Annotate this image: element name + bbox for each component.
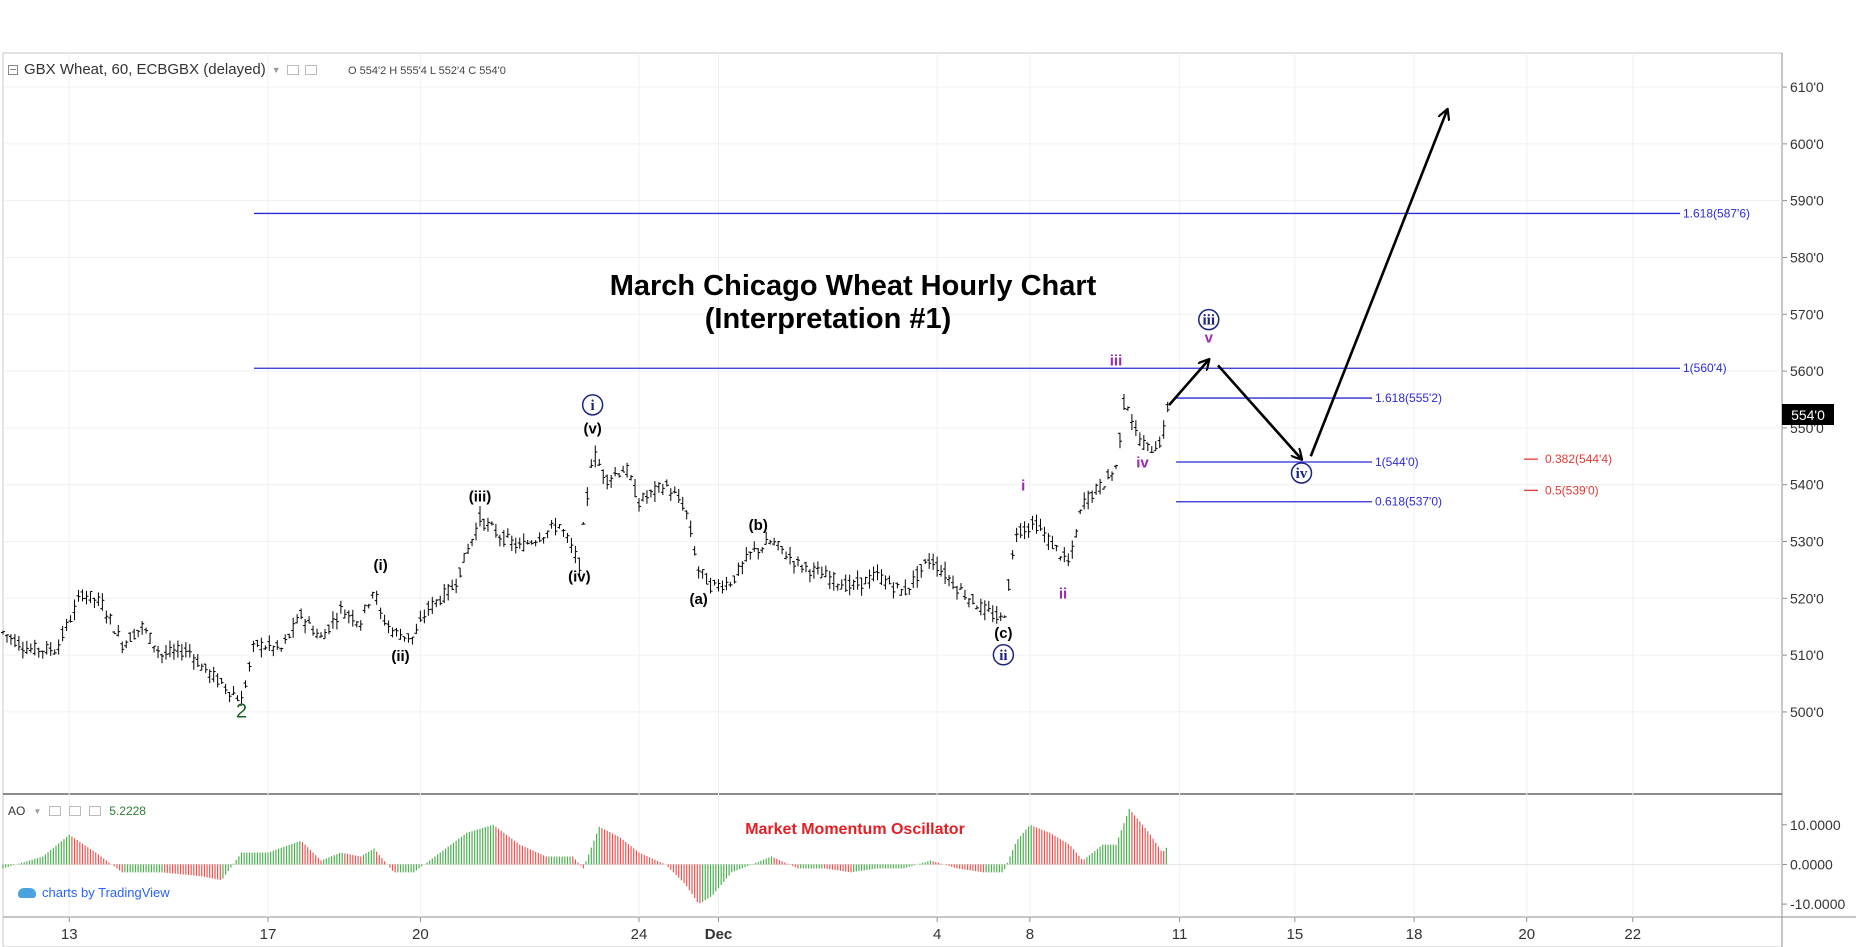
wave-label: (iv) xyxy=(568,568,591,585)
wave-label: iii xyxy=(1110,352,1123,369)
wave-label: (iii) xyxy=(469,489,492,506)
projection-arrow xyxy=(1168,360,1209,407)
axes: 610'0600'0590'0580'0570'0560'0550'0540'0… xyxy=(61,79,1846,943)
grid xyxy=(3,53,1782,917)
fibonacci-levels: 1.618(587'6) 1(560'4) 1.618(555'2) 1(544'0)… xyxy=(254,206,1750,509)
price-tick-label: 520'0 xyxy=(1790,590,1824,606)
hide-icon[interactable] xyxy=(69,806,82,816)
chevron-down-icon[interactable]: ▼ xyxy=(33,806,42,816)
wave-label: (ii) xyxy=(391,648,409,665)
fib-level-label: 1.618(555'2) xyxy=(1375,391,1442,405)
price-tick-label: 580'0 xyxy=(1790,249,1824,265)
price-tick-label: 500'0 xyxy=(1790,704,1824,720)
settings-icon[interactable] xyxy=(49,806,62,816)
ohlc-values: O 554'2 H 555'4 L 552'4 C 554'0 xyxy=(348,65,506,77)
ao-tick-label: 10.0000 xyxy=(1790,817,1841,833)
wave-label: (c) xyxy=(994,625,1012,642)
price-tick-label: 540'0 xyxy=(1790,477,1824,493)
ao-annotation: Market Momentum Oscillator xyxy=(745,821,965,838)
price-tick-label: 560'0 xyxy=(1790,363,1824,379)
price-tick-label: 570'0 xyxy=(1790,306,1824,322)
last-price-label: 554'0 xyxy=(1791,407,1825,423)
time-tick-label: 8 xyxy=(1026,926,1034,943)
time-tick-label: 4 xyxy=(933,926,941,943)
symbol-header[interactable]: GBX Wheat, 60, ECBGBX (delayed) ▼ xyxy=(8,61,317,78)
time-tick-label: 24 xyxy=(631,926,648,943)
wave-label: iv xyxy=(1136,455,1149,472)
ao-tick-label: 0.0000 xyxy=(1790,856,1833,872)
last-price-tag xyxy=(1782,404,1834,425)
wave-label: (i) xyxy=(374,557,388,574)
price-tick-label: 600'0 xyxy=(1790,136,1824,152)
settings-icon[interactable] xyxy=(286,64,299,75)
time-tick-label: Dec xyxy=(705,926,733,943)
wave-label-circle xyxy=(1290,462,1313,484)
wave-label: (v) xyxy=(583,421,601,438)
price-bars xyxy=(1,393,1170,706)
collapse-icon[interactable] xyxy=(8,64,18,75)
wave-label-circle xyxy=(1198,308,1220,331)
projection-arrow xyxy=(1217,364,1301,459)
fib-level-label: 0.618(537'0) xyxy=(1375,495,1442,509)
fib-level-label: 1(544'0) xyxy=(1375,455,1419,469)
wave-label: ii xyxy=(999,648,1007,664)
time-tick-label: 15 xyxy=(1287,926,1304,943)
wave-label: i xyxy=(591,398,595,414)
time-tick-label: 20 xyxy=(412,926,429,943)
wave-label: i xyxy=(1021,477,1025,494)
symbol-title[interactable]: GBX Wheat, 60, ECBGBX (delayed) xyxy=(24,61,266,78)
indicator-name[interactable]: AO xyxy=(8,804,26,818)
ao-histogram xyxy=(2,808,1167,904)
time-tick-label: 13 xyxy=(61,926,78,943)
wave-label: iv xyxy=(1296,466,1308,482)
time-tick-label: 20 xyxy=(1518,926,1535,943)
fib-level-label: 0.5(539'0) xyxy=(1545,483,1599,497)
fib-level-label: 0.382(544'4) xyxy=(1545,452,1612,466)
wave-label: iii xyxy=(1202,313,1215,329)
price-tick-label: 590'0 xyxy=(1790,193,1824,209)
close-icon[interactable] xyxy=(89,806,102,816)
projection-arrow xyxy=(1309,110,1447,457)
projection-arrows xyxy=(1168,110,1447,459)
time-tick-label: 22 xyxy=(1624,926,1641,943)
time-tick-label: 11 xyxy=(1172,926,1188,943)
tradingview-logo-icon xyxy=(18,887,36,898)
wave-label: ii xyxy=(1059,585,1067,602)
wave-label: (a) xyxy=(689,591,707,608)
chart-title: March Chicago Wheat Hourly Chart xyxy=(610,270,1097,302)
time-tick-label: 18 xyxy=(1406,926,1423,943)
tradingview-branding[interactable]: charts by TradingView xyxy=(18,885,170,900)
fib-level-label: 1(560'4) xyxy=(1683,361,1727,375)
wave-labels: 2(i)(ii)(iii)(iv)(v)i(a)(b)(c)iiiiiiiiiv… xyxy=(236,308,1313,723)
fib-level-label: 1.618(587'6) xyxy=(1683,206,1750,220)
ao-tick-label: -10.0000 xyxy=(1790,896,1845,912)
wave-label: 2 xyxy=(236,701,247,723)
time-tick-label: 17 xyxy=(260,926,277,943)
chart-subtitle: (Interpretation #1) xyxy=(705,303,952,335)
price-tick-label: 510'0 xyxy=(1790,647,1824,663)
indicator-header[interactable]: AO ▼ 5.2228 xyxy=(8,804,146,818)
price-tick-label: 610'0 xyxy=(1790,79,1824,95)
chevron-down-icon[interactable]: ▼ xyxy=(271,64,281,75)
price-tick-label: 530'0 xyxy=(1790,533,1824,549)
wave-label: (b) xyxy=(749,517,768,534)
branding-label[interactable]: charts by TradingView xyxy=(42,885,170,900)
wave-label-circle xyxy=(992,644,1015,666)
wave-label-circle xyxy=(581,394,604,416)
chart-frame xyxy=(2,52,1783,947)
indicator-value: 5.2228 xyxy=(109,804,146,818)
hide-icon[interactable] xyxy=(304,64,317,75)
wave-label: v xyxy=(1205,330,1214,347)
